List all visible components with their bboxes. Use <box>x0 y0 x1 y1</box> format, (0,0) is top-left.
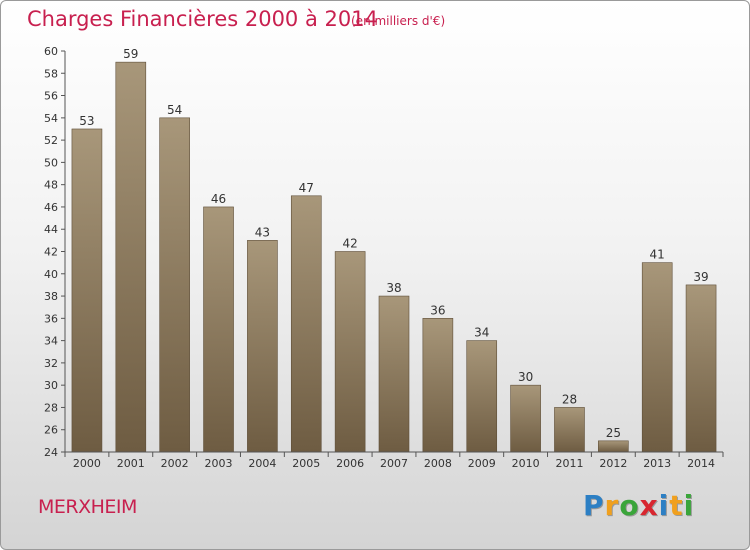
y-tick-label: 36 <box>44 312 58 325</box>
x-tick-label: 2000 <box>73 457 101 470</box>
bars: 53 59 54 46 43 47 42 38 36 34 30 28 25 41 39 <box>71 47 717 453</box>
x-tick-label: 2003 <box>205 457 233 470</box>
x-tick-label: 2005 <box>292 457 320 470</box>
bar-value-label: 46 <box>211 192 226 206</box>
bar-2010 <box>510 384 541 453</box>
bar-2006 <box>334 251 366 453</box>
y-tick-label: 24 <box>44 446 58 459</box>
bar-2014 <box>685 284 717 453</box>
y-tick-label: 28 <box>44 401 58 414</box>
logo-letter: o <box>619 489 640 522</box>
y-tick-label: 60 <box>44 45 58 58</box>
bar-value-label: 42 <box>342 237 357 251</box>
commune-name: MERXHEIM <box>38 496 137 518</box>
x-tick-label: 2009 <box>468 457 496 470</box>
y-tick-label: 50 <box>44 156 58 169</box>
logo-letter: x <box>639 489 659 522</box>
bar-value-label: 36 <box>430 303 445 317</box>
bar-value-label: 41 <box>650 248 665 262</box>
y-tick-label: 46 <box>44 201 58 214</box>
chart-subtitle: (en milliers d'€) <box>351 14 446 28</box>
x-axis: 2000 2001 2002 2003 2004 2005 2006 2007 2008 2009… <box>64 451 724 470</box>
bar-2011 <box>554 407 585 453</box>
y-tick-label: 30 <box>44 379 58 392</box>
chart-title: Charges Financières 2000 à 2014 <box>27 7 378 31</box>
logo-letter: r <box>604 489 620 522</box>
y-tick-label: 34 <box>44 335 58 348</box>
bar-2004 <box>247 240 278 453</box>
x-tick-label: 2013 <box>643 457 671 470</box>
logo-letter: P <box>583 489 605 522</box>
bar-2000 <box>71 128 103 453</box>
bar-value-label: 43 <box>255 225 270 239</box>
y-tick-label: 54 <box>44 112 58 125</box>
y-axis: 24 26 28 30 32 34 36 38 40 42 44 46 48 50 52 54 56 58 60 <box>44 45 66 459</box>
logo-letter: i <box>658 489 670 522</box>
y-tick-label: 40 <box>44 268 58 281</box>
bar-value-label: 34 <box>474 326 489 340</box>
bar-value-label: 39 <box>693 270 708 284</box>
x-tick-label: 2006 <box>336 457 364 470</box>
bar-2003 <box>203 206 234 453</box>
bar-2007 <box>378 295 410 453</box>
y-tick-label: 42 <box>44 246 58 259</box>
bar-2012 <box>598 440 629 453</box>
bar-2008 <box>422 318 454 453</box>
bar-value-label: 47 <box>299 181 314 195</box>
x-tick-label: 2012 <box>599 457 627 470</box>
bar-value-label: 38 <box>386 281 401 295</box>
x-tick-label: 2002 <box>161 457 189 470</box>
x-tick-label: 2010 <box>512 457 540 470</box>
bar-value-label: 25 <box>606 426 621 440</box>
proxiti-logo[interactable]: Proxiti <box>583 489 694 522</box>
x-tick-label: 2011 <box>555 457 583 470</box>
bar-value-label: 54 <box>167 103 182 117</box>
logo-letter: t <box>669 489 684 522</box>
x-tick-label: 2007 <box>380 457 408 470</box>
x-tick-label: 2008 <box>424 457 452 470</box>
bar-2009 <box>466 340 498 453</box>
x-tick-label: 2014 <box>687 457 715 470</box>
bar-2001 <box>115 61 147 453</box>
y-tick-label: 48 <box>44 179 58 192</box>
bar-2005 <box>290 195 322 453</box>
bar-2013 <box>641 262 673 453</box>
y-tick-label: 38 <box>44 290 58 303</box>
bar-2002 <box>159 117 190 453</box>
y-tick-label: 32 <box>44 357 58 370</box>
y-tick-label: 26 <box>44 424 58 437</box>
y-tick-label: 52 <box>44 134 58 147</box>
bar-value-label: 59 <box>123 47 138 61</box>
y-tick-label: 58 <box>44 67 58 80</box>
y-tick-label: 44 <box>44 223 58 236</box>
bar-value-label: 53 <box>79 114 94 128</box>
logo-letter: i <box>683 489 695 522</box>
x-tick-label: 2001 <box>117 457 145 470</box>
bar-value-label: 28 <box>562 392 577 406</box>
bar-value-label: 30 <box>518 370 533 384</box>
y-tick-label: 56 <box>44 90 58 103</box>
x-tick-label: 2004 <box>248 457 276 470</box>
